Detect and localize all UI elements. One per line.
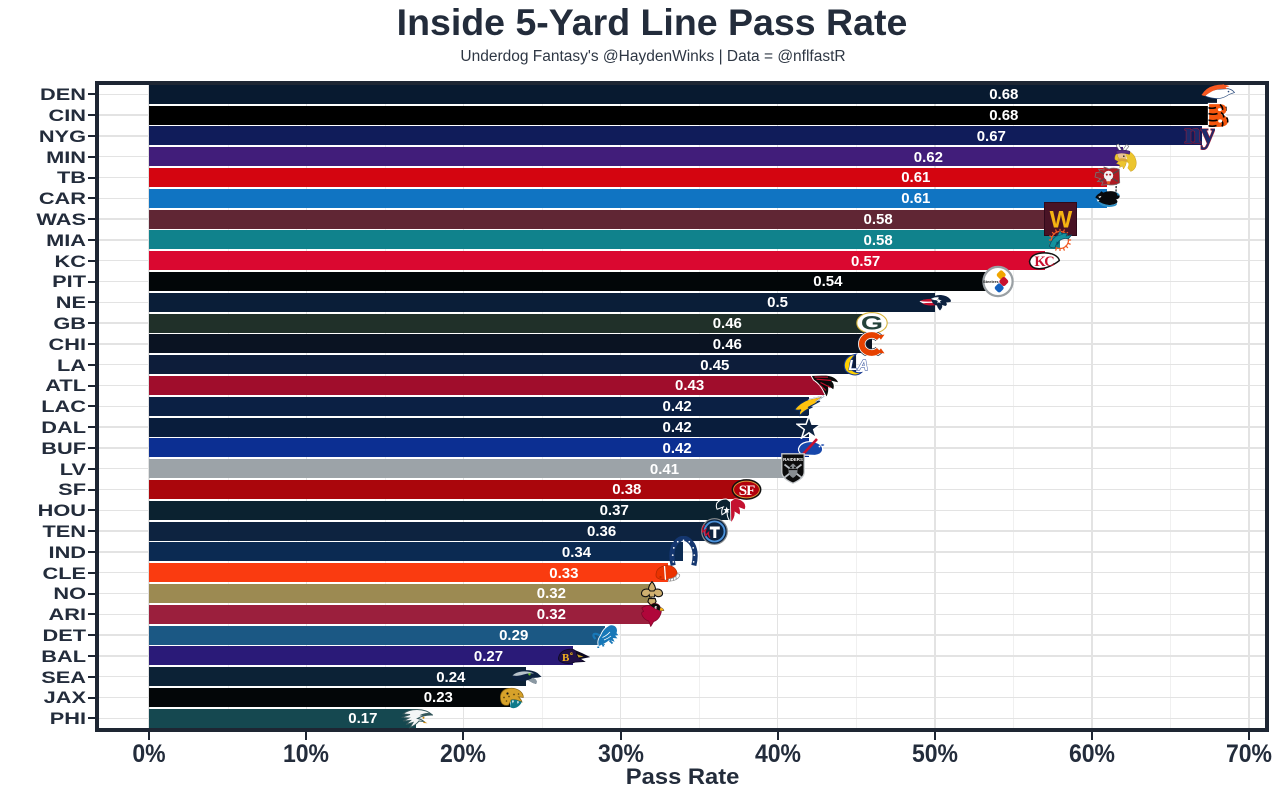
svg-text:B: B (562, 652, 570, 664)
svg-text:KC: KC (1035, 254, 1055, 270)
svg-text:Steelers: Steelers (983, 279, 999, 284)
svg-text:G: G (861, 313, 883, 334)
svg-text:ny: ny (1184, 121, 1215, 150)
svg-text:RAIDERS: RAIDERS (783, 457, 803, 462)
svg-text:W: W (1050, 207, 1073, 234)
svg-text:SF: SF (738, 483, 754, 499)
svg-text:LA: LA (849, 357, 869, 374)
